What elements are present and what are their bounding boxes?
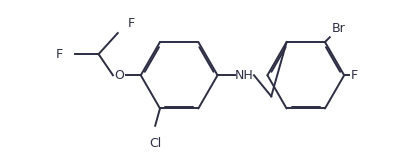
Text: O: O	[115, 69, 125, 82]
Text: NH: NH	[235, 69, 254, 82]
Text: F: F	[56, 48, 63, 61]
Text: F: F	[127, 17, 135, 30]
Text: Br: Br	[332, 22, 345, 35]
Text: Cl: Cl	[149, 137, 161, 150]
Text: F: F	[351, 69, 358, 82]
